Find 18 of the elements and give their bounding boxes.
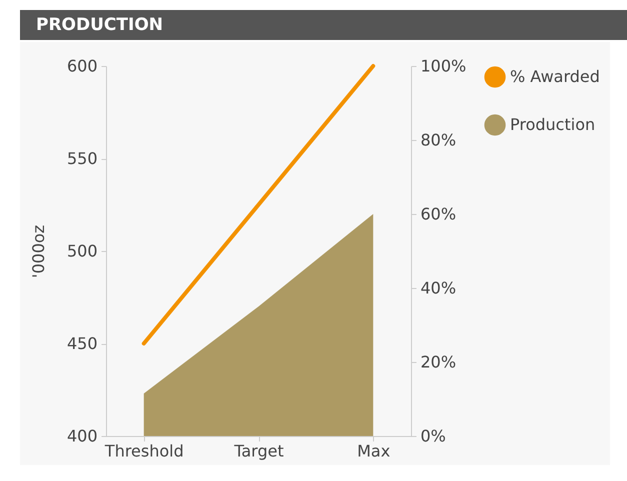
y-tick-label: 450 — [66, 334, 98, 353]
y-tick-label: 400 — [66, 426, 98, 446]
x-tick-label: Max — [357, 442, 390, 460]
y-tick-label: 500 — [66, 242, 98, 260]
x-tick-label: Threshold — [104, 442, 184, 460]
chart-title: PRODUCTION — [20, 10, 627, 40]
x-tick-label: Target — [233, 442, 284, 460]
y2-tick-label: 100% — [420, 56, 466, 76]
y2-tick-label: 20% — [420, 352, 456, 372]
y-axis-title: '000oz — [28, 224, 48, 278]
y2-tick-label: 0% — [420, 426, 446, 446]
y2-tick-label: 60% — [420, 204, 456, 224]
y-tick-label: 550 — [66, 149, 98, 168]
y2-tick-label: 80% — [420, 130, 456, 150]
legend-label: Production — [510, 115, 596, 134]
y-tick-label: 600 — [66, 56, 98, 76]
y2-tick-label: 40% — [420, 278, 456, 298]
legend-label: % Awarded — [510, 67, 600, 86]
